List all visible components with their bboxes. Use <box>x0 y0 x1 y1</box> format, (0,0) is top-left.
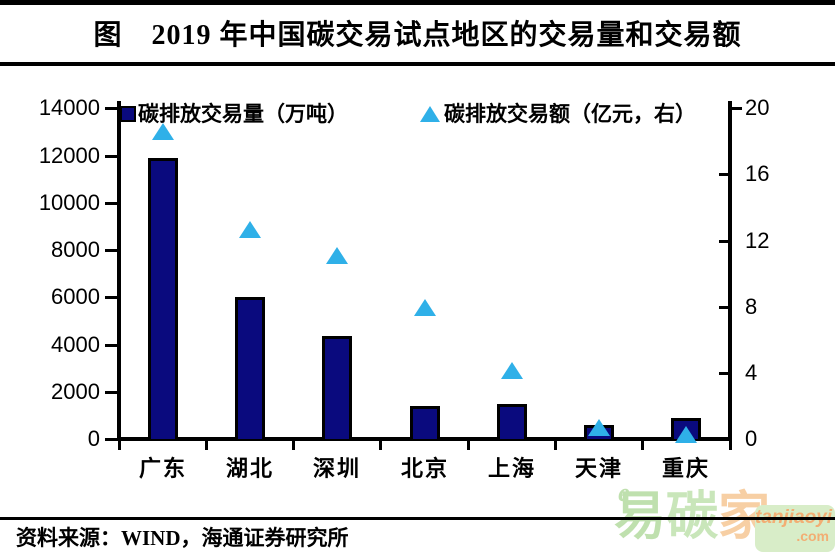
y-axis-right-tick-label: 20 <box>745 95 770 120</box>
y-axis-left-tick <box>105 107 119 110</box>
y-axis-left <box>117 101 121 441</box>
y-axis-left-tick <box>105 438 119 441</box>
y-axis-left-tick <box>105 344 119 347</box>
x-axis-tick <box>467 441 470 450</box>
y-axis-right-tick-label: 4 <box>745 360 758 385</box>
y-axis-left-tick <box>105 296 119 299</box>
y-axis-left-tick <box>105 249 119 252</box>
y-axis-left-tick-label: 4000 <box>51 332 100 357</box>
x-axis-category-label: 广东 <box>138 456 187 481</box>
x-axis-category-label: 重庆 <box>661 456 710 481</box>
x-axis-tick <box>554 441 557 450</box>
y-axis-right-tick <box>719 372 730 375</box>
bar-湖北 <box>235 297 265 439</box>
y-axis-left-tick <box>105 202 119 205</box>
y-axis-right-tick <box>719 306 730 309</box>
watermark-e-swoosh-icon: e <box>618 478 630 507</box>
y-axis-right-tick <box>732 107 742 110</box>
bar-广东 <box>148 158 178 439</box>
y-axis-right-tick-label: 12 <box>745 228 770 253</box>
y-axis-left-tick-label: 14000 <box>38 95 100 120</box>
legend-item-amount: 碳排放交易额（亿元，右） <box>420 101 696 127</box>
y-axis-right <box>728 101 732 441</box>
x-axis-tick <box>729 441 732 450</box>
triangle-point-深圳 <box>326 247 348 264</box>
watermark-badge: tanjiaoyi .com <box>755 505 835 552</box>
footer-divider-rule <box>0 517 835 520</box>
legend-item-volume: 碳排放交易量（万吨） <box>120 101 348 127</box>
triangle-point-天津 <box>588 419 610 436</box>
top-border-rule <box>0 0 835 5</box>
y-axis-left-tick <box>105 155 119 158</box>
x-axis-category-label: 上海 <box>487 456 536 481</box>
bar-series-swatch-icon <box>120 106 136 122</box>
y-axis-left-tick <box>105 391 119 394</box>
y-axis-left-tick-label: 10000 <box>38 190 100 215</box>
y-axis-left-tick-label: 8000 <box>51 237 100 262</box>
y-axis-right-tick-label: 16 <box>745 161 770 186</box>
title-divider-rule <box>0 62 835 66</box>
legend-amount-label: 碳排放交易额（亿元，右） <box>444 102 696 126</box>
y-axis-left-tick-label: 2000 <box>51 379 100 404</box>
y-axis-left-tick-label: 0 <box>87 426 100 451</box>
y-axis-left-tick-label: 12000 <box>38 143 100 168</box>
source-note: 资料来源：WIND，海通证券研究所 <box>16 526 349 550</box>
bar-深圳 <box>322 336 352 439</box>
triangle-point-上海 <box>501 362 523 379</box>
x-axis-tick <box>641 441 644 450</box>
triangle-series-swatch-icon <box>420 106 440 122</box>
triangle-point-重庆 <box>675 426 697 443</box>
x-axis-category-label: 天津 <box>574 456 623 481</box>
y-axis-right-tick <box>719 240 730 243</box>
legend-volume-label: 碳排放交易量（万吨） <box>138 102 348 126</box>
x-axis-tick <box>292 441 295 450</box>
triangle-point-湖北 <box>239 221 261 238</box>
tanjiaoyi-watermark: e 易碳家 tanjiaoyi .com <box>614 478 835 558</box>
y-axis-right-tick-label: 8 <box>745 294 758 319</box>
y-axis-right-tick-label: 0 <box>745 426 758 451</box>
x-axis-category-label: 深圳 <box>312 456 361 481</box>
triangle-point-北京 <box>414 299 436 316</box>
bar-上海 <box>497 404 527 439</box>
y-axis-right-tick <box>719 173 730 176</box>
x-axis <box>117 437 732 441</box>
x-axis-tick <box>379 441 382 450</box>
watermark-badge-line2: .com <box>796 528 829 544</box>
triangle-point-广东 <box>152 123 174 140</box>
chart-title: 图 2019 年中国碳交易试点地区的交易量和交易额 <box>93 20 742 51</box>
y-axis-left-tick-label: 6000 <box>51 284 100 309</box>
x-axis-tick <box>205 441 208 450</box>
bar-北京 <box>410 406 440 439</box>
x-axis-category-label: 北京 <box>400 456 449 481</box>
x-axis-category-label: 湖北 <box>225 456 274 481</box>
x-axis-tick <box>118 441 121 450</box>
